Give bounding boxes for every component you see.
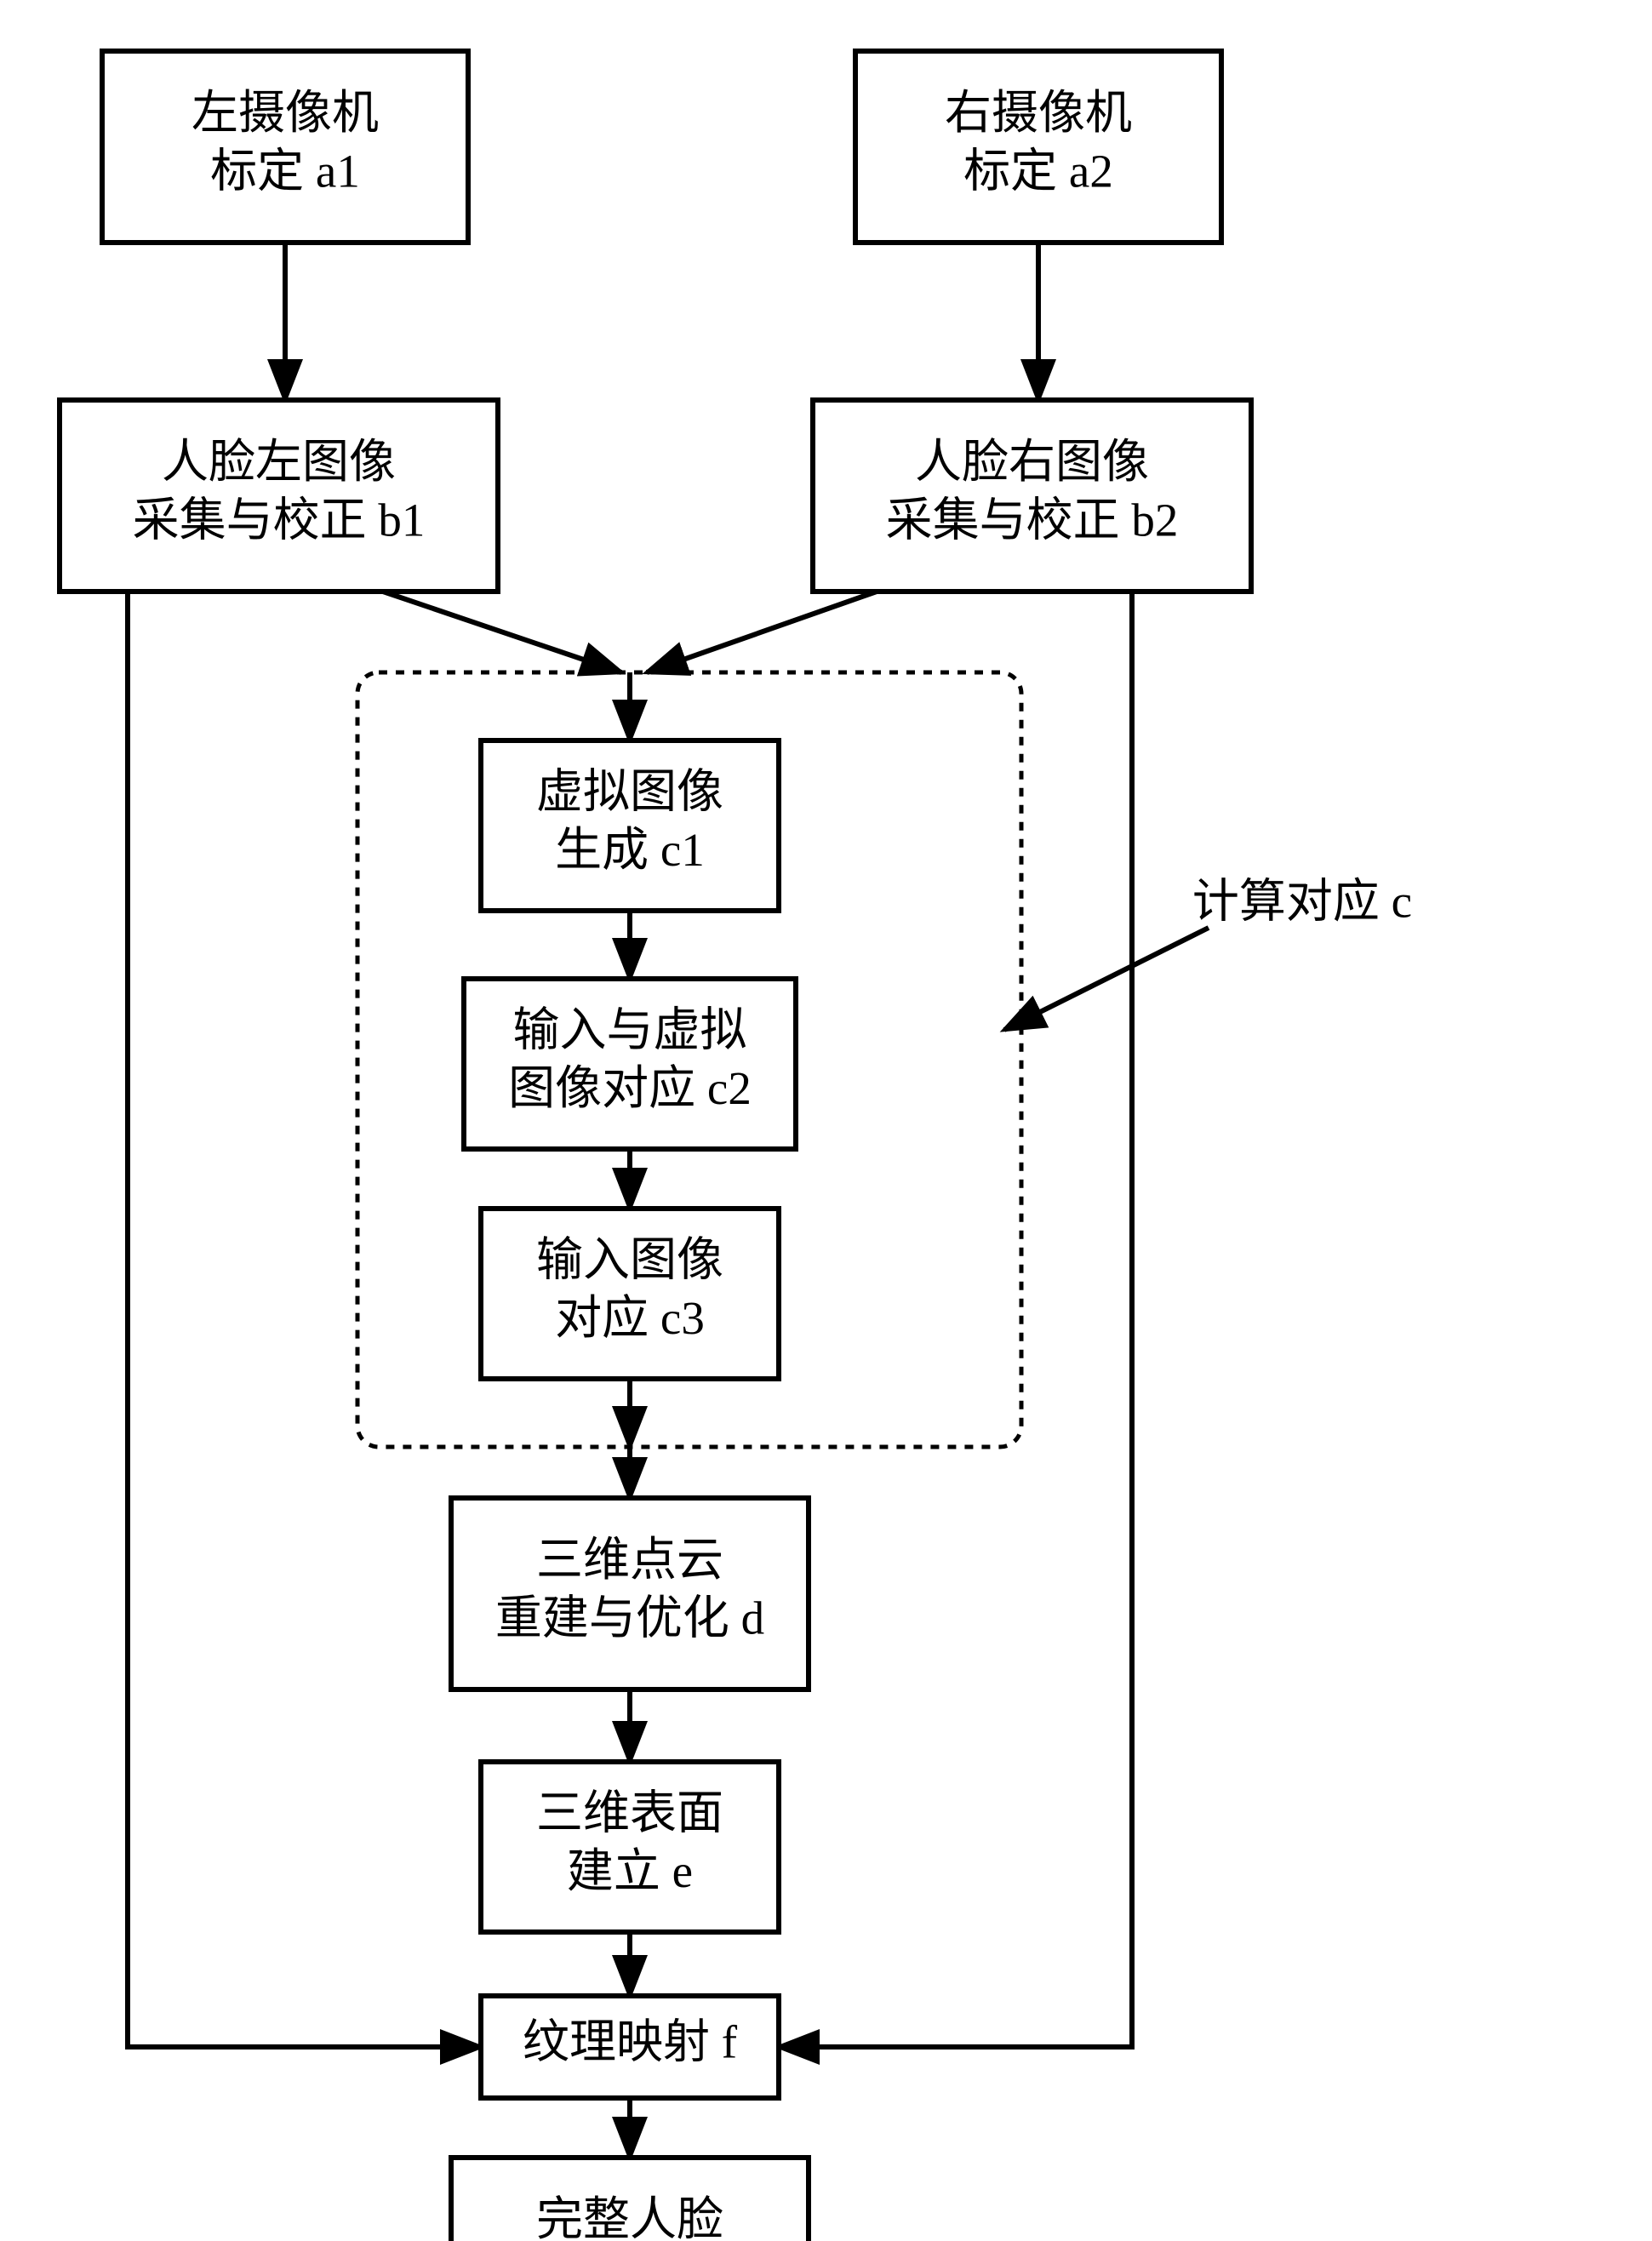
box-b1-line2: 采集与校正 b1 xyxy=(133,495,426,546)
box-a2-line2: 标定 a2 xyxy=(963,146,1113,197)
box-d-line1: 三维点云 xyxy=(536,1534,723,1586)
box-e-line1: 三维表面 xyxy=(536,1787,723,1838)
box-c1-line1: 虚拟图像 xyxy=(536,765,723,817)
box-a1-line1: 左摄像机 xyxy=(191,87,379,139)
box-a1: 左摄像机标定 a1 xyxy=(102,51,468,243)
box-b2-line2: 采集与校正 b2 xyxy=(886,495,1179,546)
box-a2-line1: 右摄像机 xyxy=(945,87,1132,139)
box-c2-line1: 输入与虚拟 xyxy=(512,1003,746,1055)
box-e: 三维表面建立 e xyxy=(481,1762,779,1932)
annotation-arrow xyxy=(1004,928,1209,1030)
box-a2: 右摄像机标定 a2 xyxy=(855,51,1221,243)
box-f-line1: 纹理映射 f xyxy=(523,2016,738,2068)
box-f: 纹理映射 f xyxy=(481,1996,779,2098)
box-c2-line2: 图像对应 c2 xyxy=(508,1062,752,1114)
box-a1-line2: 标定 a1 xyxy=(210,146,360,197)
box-d-line2: 重建与优化 d xyxy=(495,1592,764,1644)
box-c1: 虚拟图像生成 c1 xyxy=(481,740,779,911)
box-g: 完整人脸三维模型 g xyxy=(451,2158,809,2241)
box-d: 三维点云重建与优化 d xyxy=(451,1498,809,1689)
arrow-b2-f xyxy=(779,592,1132,2047)
annotation-label: 计算对应 c xyxy=(1192,876,1412,928)
box-e-line2: 建立 e xyxy=(567,1845,693,1897)
box-b2: 人脸右图像采集与校正 b2 xyxy=(813,400,1251,592)
box-c3-line2: 对应 c3 xyxy=(555,1292,705,1344)
arrow-b1-f xyxy=(128,592,481,2047)
box-b1: 人脸左图像采集与校正 b1 xyxy=(60,400,498,592)
box-b2-line1: 人脸右图像 xyxy=(915,436,1149,488)
box-c1-line2: 生成 c1 xyxy=(555,824,705,876)
arrow-b1-c xyxy=(383,592,621,672)
box-c2: 输入与虚拟图像对应 c2 xyxy=(464,979,796,1149)
box-c3-line1: 输入图像 xyxy=(536,1233,723,1285)
box-g-line1: 完整人脸 xyxy=(536,2193,723,2241)
box-c3: 输入图像对应 c3 xyxy=(481,1209,779,1379)
arrow-b2-c xyxy=(647,592,877,672)
box-b1-line1: 人脸左图像 xyxy=(162,436,396,488)
